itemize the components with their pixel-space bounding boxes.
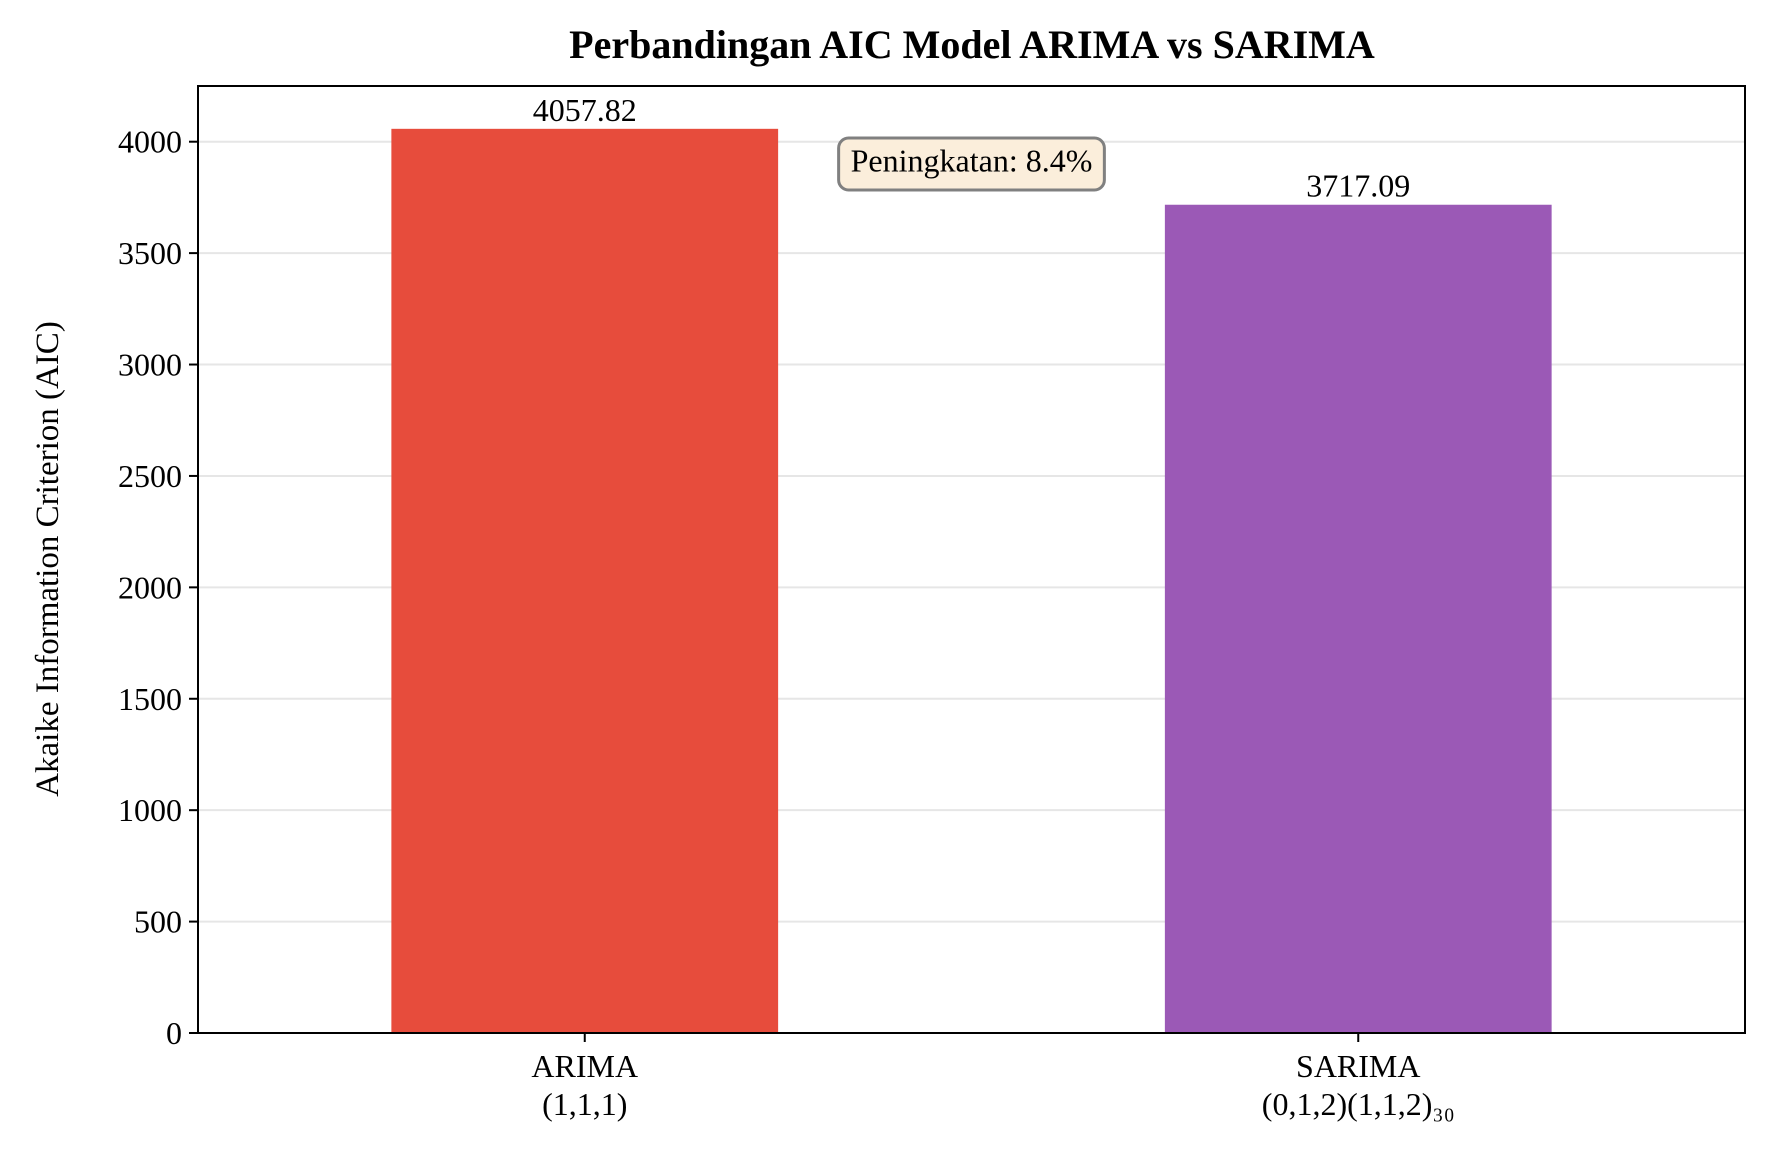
y-tick-label: 3500 [118,235,182,271]
x-tick-label-line: (1,1,1) [542,1086,627,1122]
x-tick-label-line: ARIMA [531,1048,638,1084]
y-axis-ticks: 0 500 1000 1500 2000 2500 3000 3500 4000 [118,124,198,1051]
bar-sarima [1164,204,1552,1034]
y-axis-label: Akaike Information Criterion (AIC) [30,321,66,797]
y-tick-label: 4000 [118,124,182,160]
y-tick-label: 2000 [118,569,182,605]
bars [391,128,1552,1034]
x-axis-ticks: ARIMA (1,1,1) SARIMA (0,1,2)(1,1,2)₃₀ [531,1033,1455,1122]
data-label: 3717.09 [1306,168,1410,204]
y-tick-label: 1000 [118,792,182,828]
improvement-annotation: Peningkatan: 8.4% [837,136,1106,192]
annotation-text: Peningkatan: 8.4% [851,142,1093,178]
annotation-box [837,136,1106,192]
x-tick-label: SARIMA (0,1,2)(1,1,2)₃₀ [1262,1048,1455,1122]
y-tick-label: 3000 [118,347,182,383]
data-label: 4057.82 [533,92,637,128]
chart-title: Perbandingan AIC Model ARIMA vs SARIMA [569,22,1375,67]
y-tick-label: 500 [134,904,182,940]
bar-arima [391,128,779,1034]
x-tick-label-line: (0,1,2)(1,1,2)₃₀ [1262,1086,1455,1122]
y-tick-label: 2500 [118,458,182,494]
plot-area-frame [197,85,1746,1034]
x-tick-label: ARIMA (1,1,1) [531,1048,638,1122]
x-tick-label-line: SARIMA [1296,1048,1420,1084]
y-tick-label: 1500 [118,681,182,717]
y-tick-label: 0 [166,1015,182,1051]
data-labels: 4057.82 3717.09 [533,92,1411,204]
